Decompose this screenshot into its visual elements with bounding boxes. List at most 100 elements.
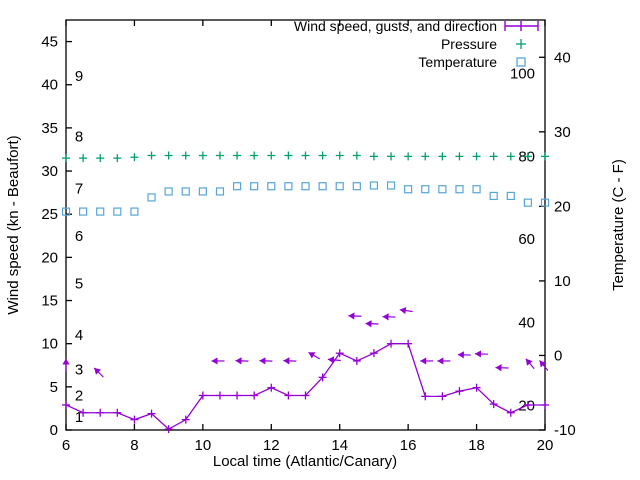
fahrenheit-label: 40 — [518, 315, 535, 332]
y2-tick-label: 20 — [554, 198, 571, 215]
y-tick-label: 30 — [41, 163, 58, 180]
fahrenheit-label: 60 — [518, 231, 535, 248]
beaufort-inner-labels: 1 2 3 4 5 6 7 8 9 — [75, 68, 83, 426]
temperature-point — [369, 181, 379, 190]
wind-direction-arrow — [93, 367, 104, 378]
series-pressure — [62, 151, 549, 163]
legend-marker-pressure — [516, 39, 526, 49]
x-tick-label: 16 — [400, 437, 417, 454]
y2-tick-label: 40 — [554, 49, 571, 66]
temperature-point — [472, 185, 481, 194]
fahrenheit-label: 100 — [510, 66, 535, 83]
temperature-point — [318, 182, 327, 191]
temperature-point — [79, 207, 88, 216]
beaufort-label: 2 — [75, 387, 83, 404]
arrow-head — [457, 351, 464, 359]
wind-direction-arrow — [539, 360, 549, 371]
temperature-point — [506, 191, 515, 201]
x-axis-title: Local time (Atlantic/Canary) — [213, 453, 397, 470]
temperature-point — [96, 207, 105, 216]
arrow-head — [62, 358, 70, 365]
wind-direction-arrow — [365, 320, 379, 328]
beaufort-label: 5 — [75, 275, 83, 292]
arrow-head — [94, 367, 102, 375]
beaufort-label: 4 — [75, 327, 83, 344]
y-axis-right-title: Temperature (C - F) — [610, 159, 627, 291]
temperature-point — [352, 182, 361, 191]
beaufort-label: 1 — [75, 409, 83, 426]
temperature-point — [455, 185, 464, 194]
wind-direction-arrow — [525, 358, 535, 370]
x-axis-ticks: 6 8 10 12 14 16 18 20 — [62, 20, 554, 454]
plot-frame — [65, 19, 546, 431]
wind-direction-arrow — [62, 358, 70, 372]
wind-direction-arrow — [382, 313, 396, 321]
beaufort-label: 9 — [75, 68, 83, 85]
arrow-head — [211, 357, 218, 365]
temperature-point — [489, 191, 498, 201]
wind-direction-arrow — [308, 351, 321, 360]
x-tick-label: 18 — [468, 437, 485, 454]
series-wind-speed — [62, 339, 549, 434]
arrow-head — [399, 306, 407, 315]
temperature-point — [438, 185, 447, 194]
wind-direction-arrow — [437, 357, 451, 365]
temperature-point — [540, 198, 550, 207]
arrow-head — [382, 313, 389, 321]
arrow-head — [437, 357, 444, 365]
wind-direction-arrow — [211, 357, 225, 365]
y-axis-left-title: Wind speed (kn - Beaufort) — [5, 135, 22, 314]
wind-direction-arrow — [420, 357, 434, 365]
arrow-head — [525, 358, 533, 366]
wind-direction-arrow — [327, 356, 341, 364]
wind-direction-arrow — [235, 357, 249, 365]
temperature-point — [113, 207, 122, 216]
y2-tick-label: -10 — [554, 422, 576, 439]
temperature-point — [147, 193, 156, 202]
temperature-point — [198, 187, 207, 196]
temperature-point — [181, 187, 190, 196]
legend-label-pressure: Pressure — [441, 36, 497, 52]
arrow-head — [420, 357, 427, 365]
temperature-point — [267, 182, 276, 191]
legend-marker-temperature — [516, 57, 526, 67]
x-tick-label: 20 — [537, 437, 554, 454]
beaufort-label: 7 — [75, 180, 83, 197]
y-tick-label: 5 — [50, 379, 58, 396]
temperature-point — [61, 207, 71, 216]
arrow-head — [308, 352, 316, 359]
arrow-head — [495, 364, 502, 372]
temperature-point — [404, 185, 413, 194]
legend-marker-wind — [504, 21, 539, 31]
series-temperature — [61, 181, 550, 216]
y-tick-label: 15 — [41, 293, 58, 310]
y2-tick-label: 30 — [554, 124, 571, 141]
temperature-point — [164, 187, 173, 196]
arrow-head — [235, 357, 242, 365]
x-tick-label: 14 — [331, 437, 348, 454]
temperature-point — [130, 207, 139, 216]
wind-direction-arrow — [399, 306, 413, 315]
temperature-point — [421, 185, 430, 194]
temperature-point — [250, 182, 259, 191]
temperature-point — [215, 187, 225, 196]
temperature-point — [523, 198, 532, 207]
y-axis-left-ticks: 0 5 10 15 20 25 30 35 40 45 — [41, 34, 72, 439]
y-tick-label: 10 — [41, 336, 58, 353]
legend: Wind speed, gusts, and direction Pressur… — [294, 18, 539, 70]
temperature-point — [284, 182, 293, 191]
wind-direction-arrow — [259, 357, 273, 365]
wind-speed-line — [65, 343, 545, 430]
x-tick-label: 12 — [263, 437, 280, 454]
y-tick-label: 35 — [41, 120, 58, 137]
x-tick-label: 8 — [130, 437, 138, 454]
arrow-head — [474, 350, 482, 358]
temperature-point — [232, 182, 242, 191]
wind-direction-arrows — [62, 306, 549, 378]
x-tick-label: 10 — [195, 437, 212, 454]
y2-tick-label: 0 — [554, 347, 562, 364]
y-tick-label: 40 — [41, 77, 58, 94]
x-tick-label: 6 — [62, 437, 70, 454]
